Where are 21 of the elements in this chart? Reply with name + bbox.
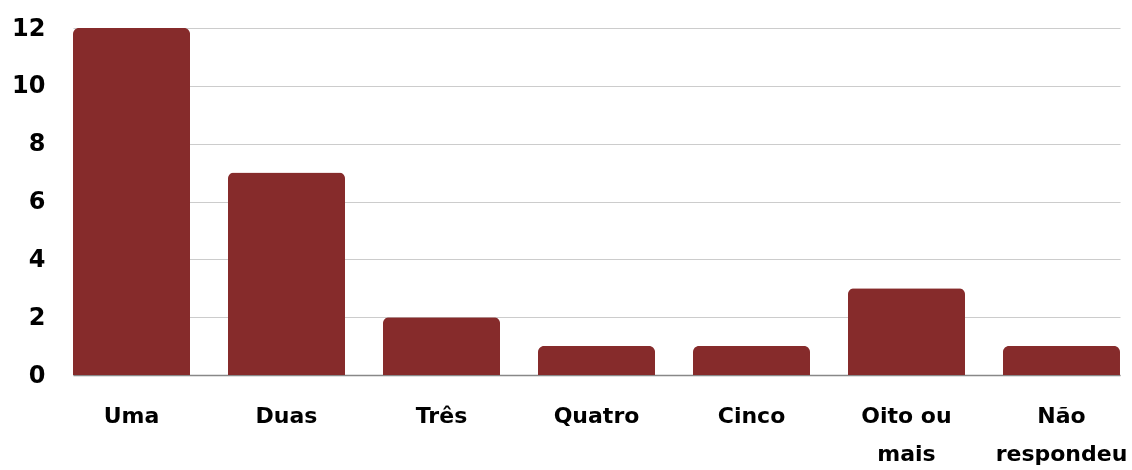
bar [228, 172, 346, 375]
bar [692, 346, 811, 375]
bar [1002, 346, 1120, 375]
bar [847, 288, 965, 375]
y-tick-label: 0 [28, 360, 46, 389]
x-tick-label: Quatro [553, 402, 640, 428]
x-tick-label: Três [415, 402, 468, 428]
x-tick-label: Duas [255, 402, 318, 428]
x-tick-label: Não respondeu [995, 402, 1128, 466]
bar [382, 317, 501, 375]
y-tick-label: 8 [28, 129, 46, 158]
x-tick-label: Cinco [717, 402, 786, 428]
y-tick-label: 10 [12, 71, 46, 100]
y-tick-label: 4 [28, 244, 46, 273]
x-tick-label: Uma [103, 402, 160, 428]
x-tick-label: Oito ou mais [861, 402, 952, 466]
y-tick-label: 6 [28, 187, 46, 215]
y-tick-label: 2 [28, 302, 46, 331]
bar [73, 28, 191, 375]
bar [537, 346, 656, 375]
y-tick-label: 12 [12, 13, 46, 42]
